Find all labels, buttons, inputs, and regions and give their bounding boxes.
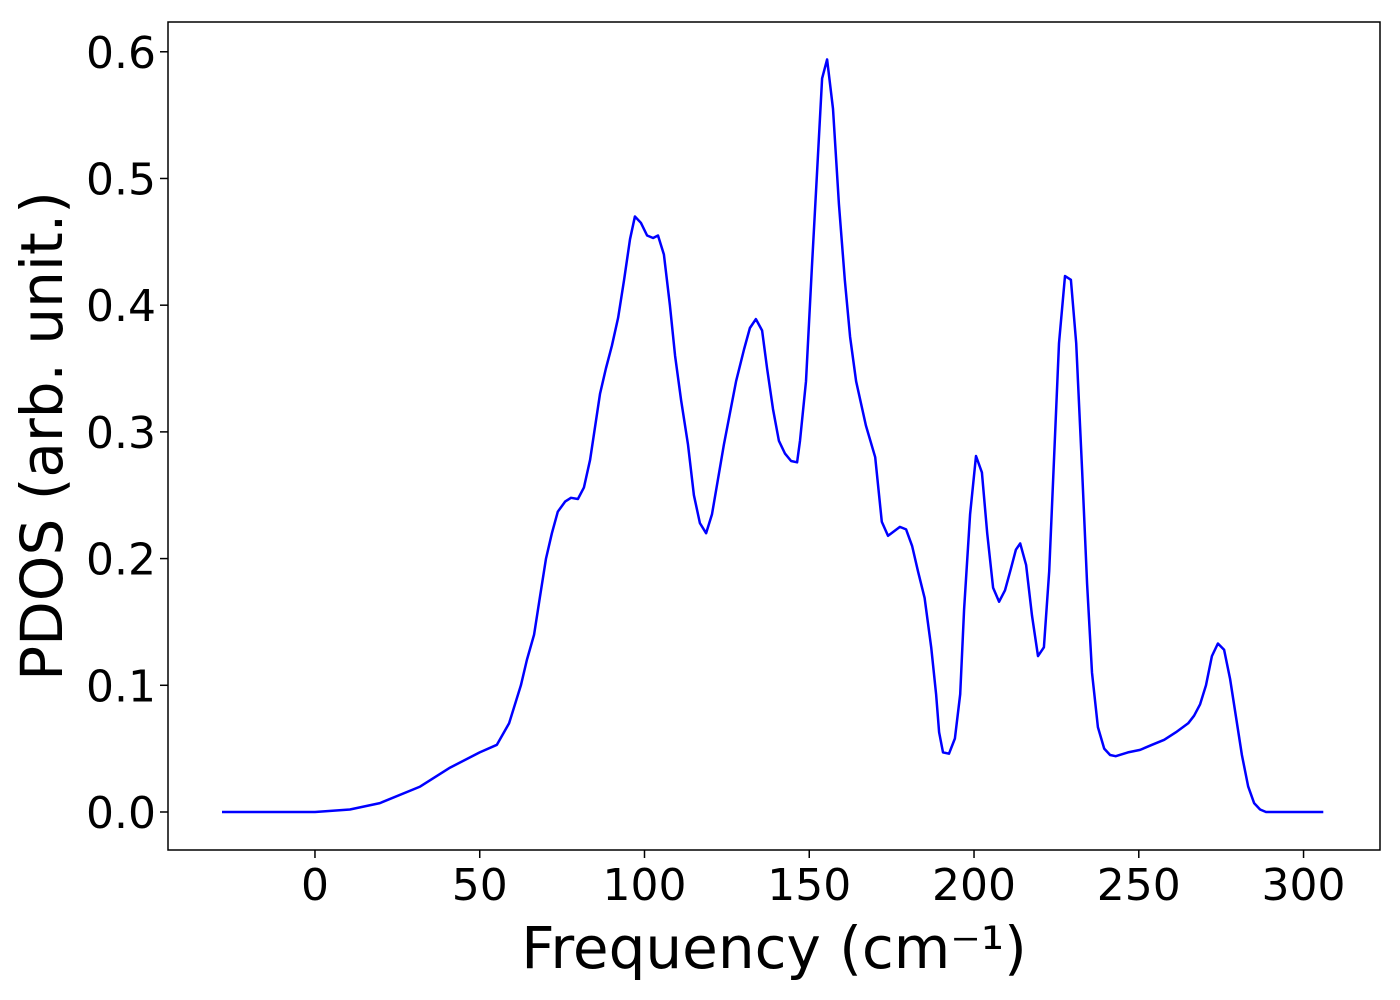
x-tick-label: 0 xyxy=(301,860,329,911)
x-tick-label: 100 xyxy=(603,860,687,911)
plot-frame xyxy=(167,21,1381,851)
x-tick-label: 300 xyxy=(1262,860,1346,911)
pdos-line xyxy=(222,58,1324,814)
x-tick-label: 50 xyxy=(452,860,508,911)
x-tick-label: 250 xyxy=(1097,860,1181,911)
y-tick-label: 0.1 xyxy=(86,661,156,712)
y-tick-label: 0.5 xyxy=(86,154,156,205)
x-axis-label: Frequency (cm⁻¹) xyxy=(521,914,1027,982)
y-axis-label: PDOS (arb. unit.) xyxy=(8,191,76,681)
x-tick-label: 150 xyxy=(767,860,851,911)
y-tick-label: 0.4 xyxy=(86,281,156,332)
y-tick-label: 0.3 xyxy=(86,408,156,459)
y-tick-label: 0.0 xyxy=(86,788,156,839)
y-tick-label: 0.6 xyxy=(86,28,156,79)
y-tick-label: 0.2 xyxy=(86,535,156,586)
x-tick-label: 200 xyxy=(932,860,1016,911)
